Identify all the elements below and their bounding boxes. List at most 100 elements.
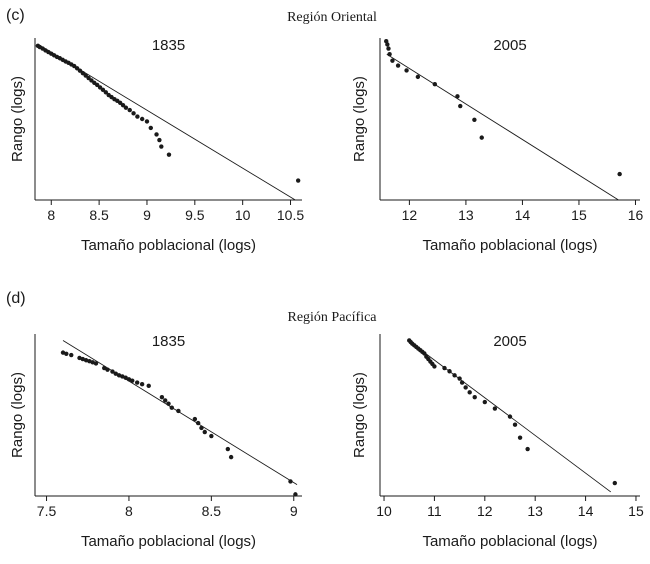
data-point [432,364,437,369]
x-tick-label: 10 [376,503,392,519]
data-point [442,365,447,371]
data-point [225,446,231,452]
data-point [459,380,465,385]
data-point [159,144,164,149]
data-point [395,63,401,68]
data-point [517,435,523,440]
data-point [455,94,460,99]
x-tick-label: 8.5 [202,503,222,519]
data-point [166,152,172,157]
panel-c-title: Región Oriental [287,10,377,25]
y-axis-label: Rango (logs) [351,372,368,458]
x-tick-label: 13 [458,207,474,223]
data-point [385,42,390,47]
data-point [135,114,140,119]
charts-layer: 8 8.5 9 9.5 10 10.5 1835 Tamaño poblacional (lo… [9,37,644,550]
data-point [163,398,168,403]
data-point [139,116,145,122]
data-point [288,479,293,484]
data-point [123,105,129,110]
panel-d-letter: (d) [6,290,26,307]
data-point [74,66,80,71]
data-point [157,137,162,143]
data-point [126,377,132,382]
panel-c-letter: (c) [6,7,25,24]
data-point [89,78,94,83]
data-point [192,416,198,422]
data-point [295,178,301,183]
x-tick-label: 8 [125,503,133,519]
data-point [77,68,83,73]
data-point [432,81,438,87]
x-tick-label: 15 [628,503,644,519]
data-point [110,369,115,374]
y-axis-label: Rango (logs) [9,372,26,458]
data-point [80,70,86,76]
x-tick-label: 8.5 [89,207,109,223]
data-point [492,406,498,411]
data-point [467,390,472,395]
data-point [228,454,234,460]
data-point [199,425,204,431]
data-point [415,74,421,80]
x-axis-label: Tamaño poblacional (logs) [422,237,597,254]
x-tick-label: 9 [290,503,298,519]
data-point [127,107,132,113]
data-point [134,380,140,385]
data-point [463,385,468,390]
data-point [117,100,123,106]
data-point [482,399,488,405]
data-point [202,429,207,435]
data-point [404,68,409,73]
data-point [422,351,427,356]
x-tick-label: 11 [427,503,442,519]
data-point [507,414,513,419]
data-point [457,376,462,381]
x-tick-label: 15 [571,207,587,223]
data-point [617,171,622,177]
data-point [69,352,74,358]
x-tick-label: 10 [235,207,251,223]
data-point [64,351,69,356]
data-point [447,369,452,374]
data-point [102,365,107,371]
chart-title: 1835 [152,37,185,54]
chart-title: 2005 [493,37,526,54]
x-tick-label: 12 [402,207,418,223]
data-point [159,394,165,400]
data-point [472,394,477,400]
x-tick-label: 10.5 [277,207,304,223]
data-point [97,85,103,90]
data-point [479,135,484,140]
fit-line [386,53,619,201]
x-tick-label: 12 [477,503,493,519]
data-point [103,90,109,95]
chart-panel-2: 7.5 8 8.5 9 1835 Tamaño poblacional (logs) Ran… [9,333,302,550]
x-tick-label: 9 [143,207,151,223]
fit-line [62,340,298,486]
x-tick-label: 8 [47,207,55,223]
x-axis-label: Tamaño poblacional (logs) [422,533,597,550]
data-point [176,408,181,414]
x-tick-label: 14 [515,207,531,223]
data-point [83,73,88,78]
data-point [93,361,99,366]
chart-title: 1835 [152,333,185,350]
data-point [83,358,89,363]
data-point [139,382,145,387]
chart-panel-0: 8 8.5 9 9.5 10 10.5 1835 Tamaño poblacional (lo… [9,37,304,254]
data-point [148,125,153,131]
data-point [130,378,135,383]
data-point [86,75,91,81]
data-point [146,383,151,389]
data-point [100,87,106,93]
chart-title: 2005 [493,333,526,350]
panel-d-title: Región Pacífica [287,310,377,325]
data-point [472,117,477,123]
data-point [452,373,457,378]
data-point [120,374,125,379]
data-point [387,52,392,57]
x-axis-label: Tamaño poblacional (logs) [81,533,256,550]
data-point [123,375,128,380]
